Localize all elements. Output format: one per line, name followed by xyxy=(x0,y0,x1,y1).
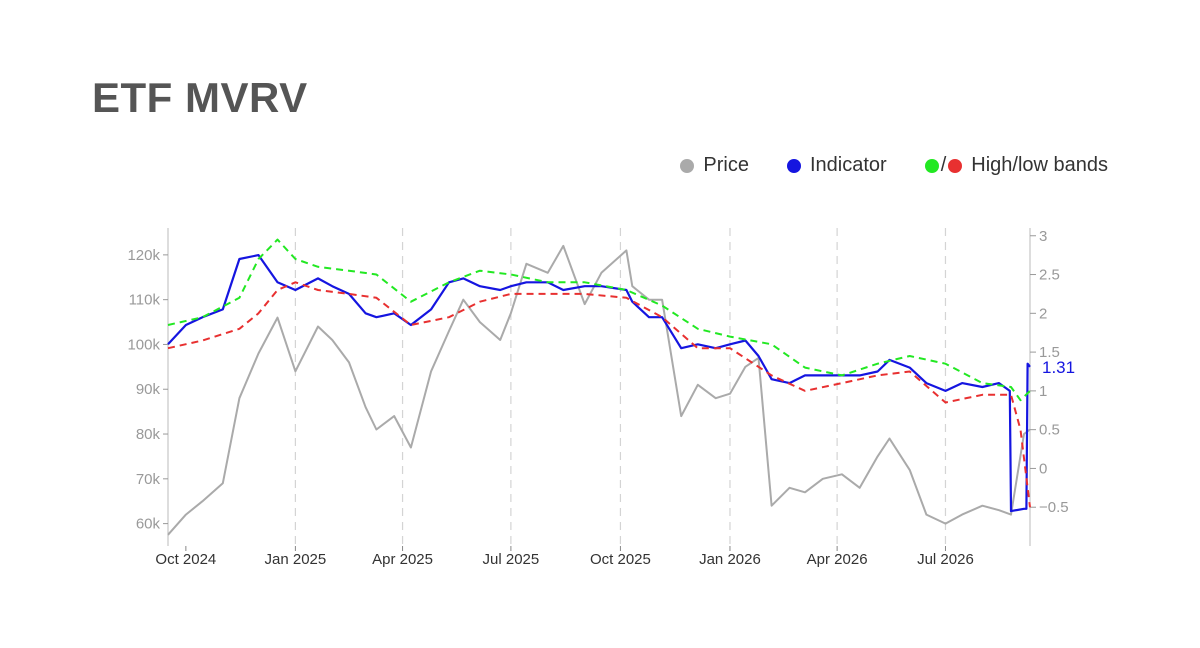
chart-labels: Oct 2024 Jan 2025 Apr 2025 Jul 2025 Oct 2025… xyxy=(127,228,1075,568)
y-left-tick-label: 100k xyxy=(127,336,160,353)
low-band-legend-dot xyxy=(948,158,963,173)
vertical-gridlines xyxy=(294,228,947,546)
y-left-tick-label: 110k xyxy=(129,292,161,309)
legend-item-indicator[interactable]: Indicator xyxy=(786,154,887,177)
y-right-tick-label: 2.5 xyxy=(1039,267,1060,284)
y-right-tick-label: 0.5 xyxy=(1039,422,1060,439)
x-tick-label: Jan 2025 xyxy=(265,551,327,568)
x-tick-label: Oct 2025 xyxy=(590,551,651,568)
x-tick-label: Apr 2025 xyxy=(372,551,433,568)
x-tick-label: Jan 2026 xyxy=(699,551,761,568)
legend-item-bands[interactable]: / High/low bands xyxy=(924,154,1108,177)
high-band-legend-dot xyxy=(924,158,939,173)
low-band-series-line xyxy=(167,281,1031,508)
high-band-series-line xyxy=(167,238,1031,402)
x-tick-label: Jul 2025 xyxy=(483,551,540,568)
y-right-tick-label: 3 xyxy=(1039,228,1047,245)
y-right-tick-label: 2 xyxy=(1039,305,1047,322)
x-tick-label: Jul 2026 xyxy=(917,551,974,568)
y-left-tick-label: 90k xyxy=(136,381,161,398)
indicator-legend-label: Indicator xyxy=(809,154,887,176)
price-legend-dot xyxy=(680,158,695,173)
y-right-tick-label: 1.5 xyxy=(1039,344,1060,361)
y-left-tick-label: 80k xyxy=(136,426,161,443)
chart-axes xyxy=(163,228,1036,551)
chart-legend: Price Indicator / High/low bands xyxy=(680,154,1108,177)
x-tick-label: Oct 2024 xyxy=(155,551,216,568)
y-left-tick-label: 70k xyxy=(136,471,161,488)
indicator-legend-dot xyxy=(786,158,801,173)
bands-legend-label: High/low bands xyxy=(971,154,1108,176)
x-tick-label: Apr 2026 xyxy=(807,551,868,568)
chart-title: ETF MVRV xyxy=(92,74,308,121)
y-right-tick-label: 1 xyxy=(1039,383,1047,400)
legend-separator: / xyxy=(940,154,947,176)
legend-item-price[interactable]: Price xyxy=(680,154,749,177)
indicator-series-line xyxy=(167,254,1031,513)
y-right-tick-label: −0.5 xyxy=(1039,499,1069,516)
indicator-last-value-label: 1.31 xyxy=(1042,358,1075,377)
chart-series xyxy=(167,238,1031,536)
price-legend-label: Price xyxy=(703,154,749,176)
y-right-tick-label: 0 xyxy=(1039,460,1047,477)
y-left-tick-label: 60k xyxy=(136,516,161,533)
price-series-line xyxy=(167,244,1031,536)
y-left-tick-label: 120k xyxy=(127,247,160,264)
